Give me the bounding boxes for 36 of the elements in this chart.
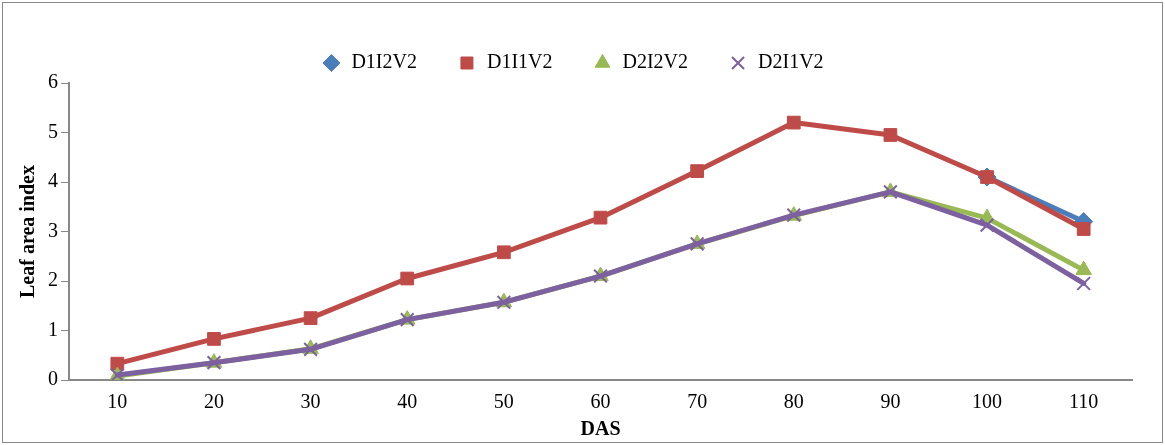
legend-label: D2I1V2	[758, 50, 824, 73]
x-tick-label: 10	[107, 390, 128, 413]
x-axis-title: DAS	[580, 417, 621, 440]
x-tick-label: 40	[397, 390, 418, 413]
x-tick-label: 80	[783, 390, 804, 413]
point	[1075, 260, 1092, 276]
point	[593, 210, 608, 225]
legend-label: D1I2V2	[351, 50, 417, 73]
point	[1076, 276, 1092, 291]
y-tick-label: 2	[48, 268, 58, 291]
point	[979, 217, 995, 233]
x-tick-label: 110	[1069, 390, 1099, 413]
x-tick-label: 90	[880, 390, 901, 413]
x-tick-label: 30	[300, 390, 321, 413]
x-tick-label: 70	[687, 390, 708, 413]
y-axis-title: Leaf area index	[16, 165, 39, 298]
point	[1076, 222, 1091, 236]
legend-label: D2I2V2	[622, 50, 689, 73]
point	[207, 332, 221, 346]
x-tick-label: 20	[203, 390, 224, 413]
x-tick-label: 60	[590, 390, 611, 413]
y-tick-label: 1	[48, 317, 58, 340]
point	[400, 271, 415, 286]
y-tick-label: 5	[48, 119, 58, 142]
x-tick-label: 50	[493, 390, 514, 413]
x-tick-label: 100	[972, 390, 1003, 413]
point	[690, 164, 704, 178]
y-tick-label: 3	[48, 218, 58, 241]
y-tick-label: 4	[48, 169, 58, 192]
point	[786, 115, 801, 130]
y-tick-label: 6	[48, 70, 58, 93]
point	[497, 245, 511, 260]
point	[303, 311, 318, 325]
legend-label: D1I1V2	[486, 50, 553, 73]
y-tick-label: 0	[48, 367, 58, 390]
point	[883, 128, 898, 142]
